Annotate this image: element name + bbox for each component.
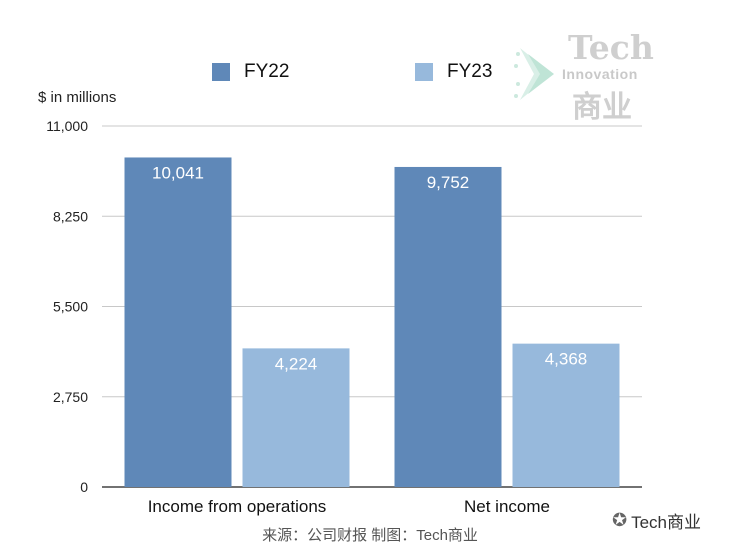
tech-business-logo: Tech Innovation 商业 <box>512 28 662 125</box>
y-tick-label: 0 <box>80 479 88 495</box>
logo-tech-text: Tech <box>568 28 654 67</box>
wechat-icon: ✪ <box>612 510 628 530</box>
y-axis-label: $ in millions <box>38 89 117 106</box>
bar-fy22-1 <box>394 166 502 487</box>
legend-item-fy22: FY22 <box>212 61 289 83</box>
logo-innovation-text: Innovation <box>562 66 638 82</box>
legend-label-fy23: FY23 <box>447 61 493 82</box>
wechat-label: Tech商业 <box>631 513 702 532</box>
logo-cn-text: 商业 <box>572 90 632 125</box>
legend-swatch-fy23 <box>415 63 433 81</box>
legend-swatch-fy22 <box>212 63 230 81</box>
legend-item-fy23: FY23 <box>415 61 492 83</box>
data-label: 9,752 <box>427 173 470 192</box>
wechat-watermark: ✪ Tech商业 <box>612 508 701 533</box>
y-tick-label: 5,500 <box>53 299 88 315</box>
bar-fy23-0 <box>242 348 350 487</box>
source-caption: 来源：公司财报 制图：Tech商业 <box>262 527 478 544</box>
y-tick-label: 2,750 <box>53 389 88 405</box>
y-tick-label: 8,250 <box>53 208 88 224</box>
data-label: 10,041 <box>152 163 204 182</box>
x-category-label: Income from operations <box>148 497 327 516</box>
data-label: 4,224 <box>275 354 318 373</box>
legend-label-fy22: FY22 <box>244 61 290 82</box>
x-category-label: Net income <box>464 497 550 516</box>
bar-fy23-1 <box>512 343 620 487</box>
data-label: 4,368 <box>545 350 588 369</box>
bar-fy22-0 <box>124 157 232 487</box>
y-tick-label: 11,000 <box>46 118 88 134</box>
logo-mark-icon <box>514 48 554 100</box>
